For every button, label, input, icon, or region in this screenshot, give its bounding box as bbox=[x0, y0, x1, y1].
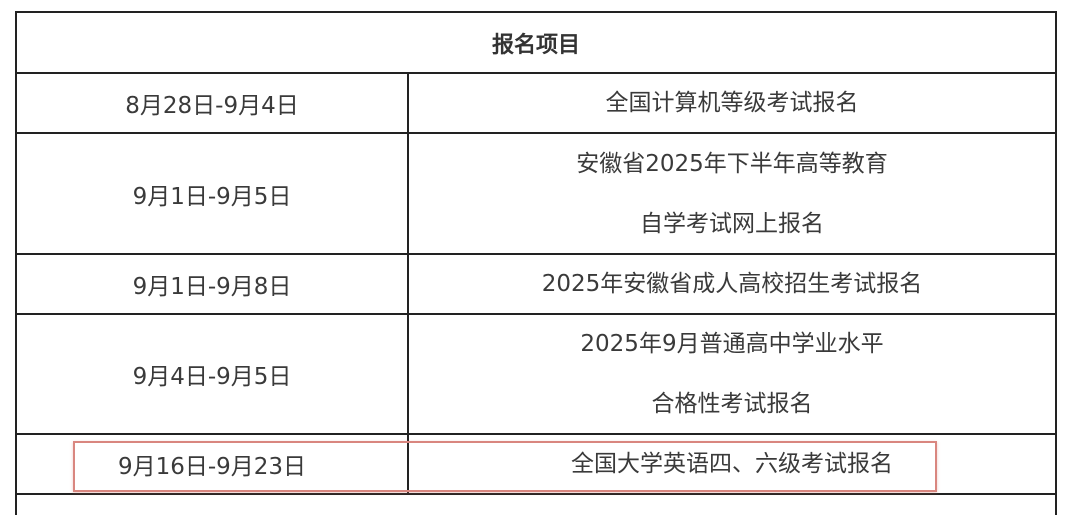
table-row: 9月4日-9月5日 2025年9月普通高中学业水平 合格性考试报名 bbox=[17, 315, 1055, 435]
table-row: 9月1日-9月8日 2025年安徽省成人高校招生考试报名 bbox=[17, 255, 1055, 315]
date-cell: 9月1日-9月5日 bbox=[17, 134, 409, 253]
item-cell: 2025年安徽省成人高校招生考试报名 bbox=[409, 255, 1055, 313]
table-row: 8月28日-9月4日 全国计算机等级考试报名 bbox=[17, 74, 1055, 134]
date-cell: 8月28日-9月4日 bbox=[17, 74, 409, 132]
item-text: 全国计算机等级考试报名 bbox=[605, 90, 859, 116]
item-cell: 全国大学英语四、六级考试报名 bbox=[409, 435, 1055, 493]
table-header: 报名项目 bbox=[17, 13, 1055, 74]
date-cell: 9月16日-9月23日 bbox=[17, 435, 409, 493]
item-text: 安徽省2025年下半年高等教育 bbox=[576, 150, 888, 177]
item-cell: 全国计算机等级考试报名 bbox=[409, 74, 1055, 132]
item-cell: 安徽省2025年下半年高等教育 自学考试网上报名 bbox=[409, 134, 1055, 253]
item-text: 全国大学英语四、六级考试报名 bbox=[571, 451, 893, 477]
item-text: 合格性考试报名 bbox=[651, 391, 813, 417]
registration-table: 报名项目 8月28日-9月4日 全国计算机等级考试报名 9月1日-9月5日 安徽… bbox=[15, 11, 1057, 515]
item-text: 自学考试网上报名 bbox=[640, 210, 824, 237]
date-cell: 9月1日-9月8日 bbox=[17, 255, 409, 313]
table-row-highlighted: 9月16日-9月23日 全国大学英语四、六级考试报名 bbox=[17, 435, 1055, 495]
date-cell: 9月4日-9月5日 bbox=[17, 315, 409, 433]
item-cell: 2025年9月普通高中学业水平 合格性考试报名 bbox=[409, 315, 1055, 433]
next-row-partial bbox=[17, 495, 1055, 515]
item-text: 2025年9月普通高中学业水平 bbox=[580, 331, 884, 357]
item-text: 2025年安徽省成人高校招生考试报名 bbox=[541, 271, 923, 297]
table-row: 9月1日-9月5日 安徽省2025年下半年高等教育 自学考试网上报名 bbox=[17, 134, 1055, 255]
